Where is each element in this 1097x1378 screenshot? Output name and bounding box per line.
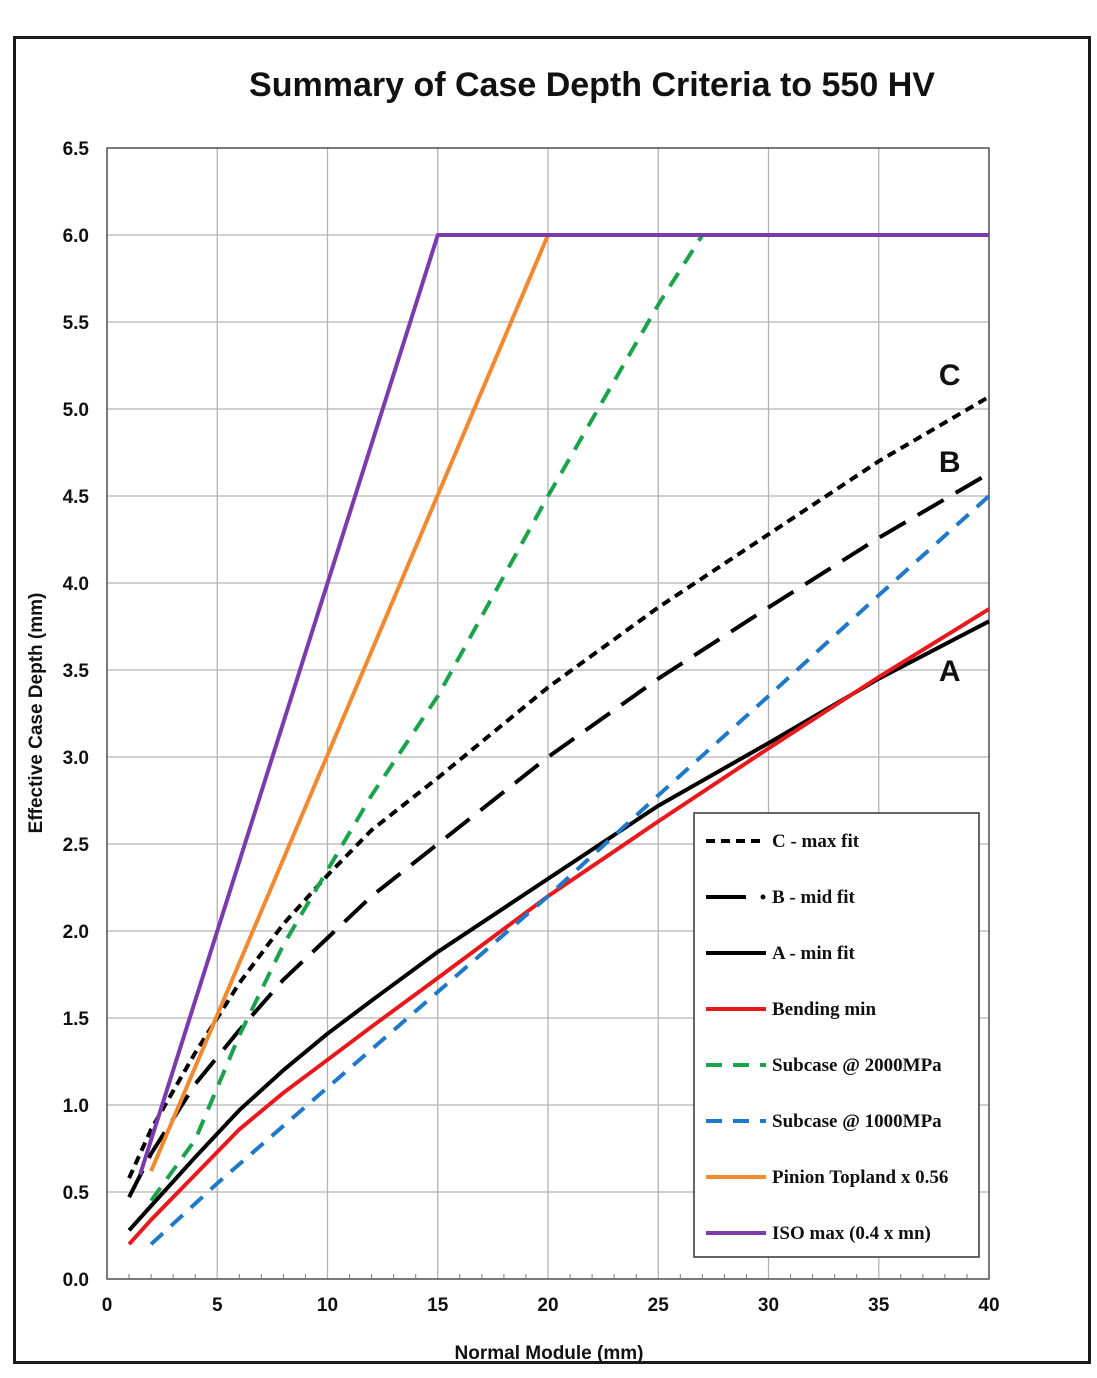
y-tick-label: 0.0 [63, 1270, 89, 1291]
y-tick-label: 2.0 [63, 922, 89, 943]
legend-label: ISO max (0.4 x mn) [772, 1223, 931, 1244]
legend-label: Subcase @ 2000MPa [772, 1055, 942, 1076]
y-tick-label: 6.5 [63, 139, 90, 160]
x-tick-label: 15 [427, 1295, 449, 1316]
y-axis-label: Effective Case Depth (mm) [26, 593, 47, 834]
x-tick-label: 25 [648, 1295, 670, 1316]
legend-label: A - min fit [772, 943, 856, 964]
x-minor-ticks [128, 1274, 968, 1279]
legend-box [693, 812, 980, 1258]
series-line [149, 233, 705, 1202]
legend-label: B - mid fit [772, 887, 856, 908]
series-line [127, 471, 991, 1199]
y-tick-label: 2.5 [63, 835, 90, 856]
legend-swatch-dot [760, 894, 766, 900]
y-tick-label: 1.5 [63, 1009, 90, 1030]
y-tick-label: 3.5 [63, 661, 90, 682]
x-tick-label: 30 [758, 1295, 779, 1316]
curve-label: A [939, 655, 961, 688]
curve-label: C [939, 359, 961, 392]
y-tick-label: 5.0 [63, 400, 89, 421]
series-line [127, 395, 991, 1179]
y-tick-label: 3.0 [63, 748, 89, 769]
y-tick-label: 6.0 [63, 226, 89, 247]
y-tick-label: 1.0 [63, 1096, 89, 1117]
series-layer [127, 233, 991, 1246]
x-axis-label: Normal Module (mm) [455, 1343, 644, 1364]
legend-label: C - max fit [772, 831, 860, 852]
series-line [127, 607, 991, 1246]
legend: C - max fit B - mid fit A - min fit Bending… [693, 812, 980, 1258]
x-tick-label: 5 [212, 1295, 223, 1316]
y-tick-label: 4.5 [63, 487, 90, 508]
series-line [149, 494, 991, 1246]
y-tick-label: 4.0 [63, 574, 89, 595]
series-line [127, 619, 990, 1232]
chart-title: Summary of Case Depth Criteria to 550 HV [249, 66, 935, 104]
legend-label: Pinion Topland x 0.56 [772, 1167, 948, 1188]
tick-labels: 0 5 10 15 20 25 30 35 40 0.0 0.5 1.0 1.5 2.0 2.5 3.0 3.5… [63, 139, 1000, 1316]
y-tick-label: 5.5 [63, 313, 90, 334]
x-tick-label: 40 [978, 1295, 999, 1316]
x-tick-label: 10 [317, 1295, 338, 1316]
x-tick-label: 20 [537, 1295, 558, 1316]
curve-label: B [939, 446, 961, 479]
plot-area [106, 147, 990, 1280]
y-tick-label: 0.5 [63, 1183, 90, 1204]
x-tick-label: 35 [868, 1295, 890, 1316]
x-tick-label: 0 [102, 1295, 113, 1316]
legend-label: Bending min [772, 999, 876, 1020]
series-line [138, 233, 989, 1176]
legend-label: Subcase @ 1000MPa [772, 1111, 942, 1132]
curve-annotations: C B A [939, 359, 961, 688]
